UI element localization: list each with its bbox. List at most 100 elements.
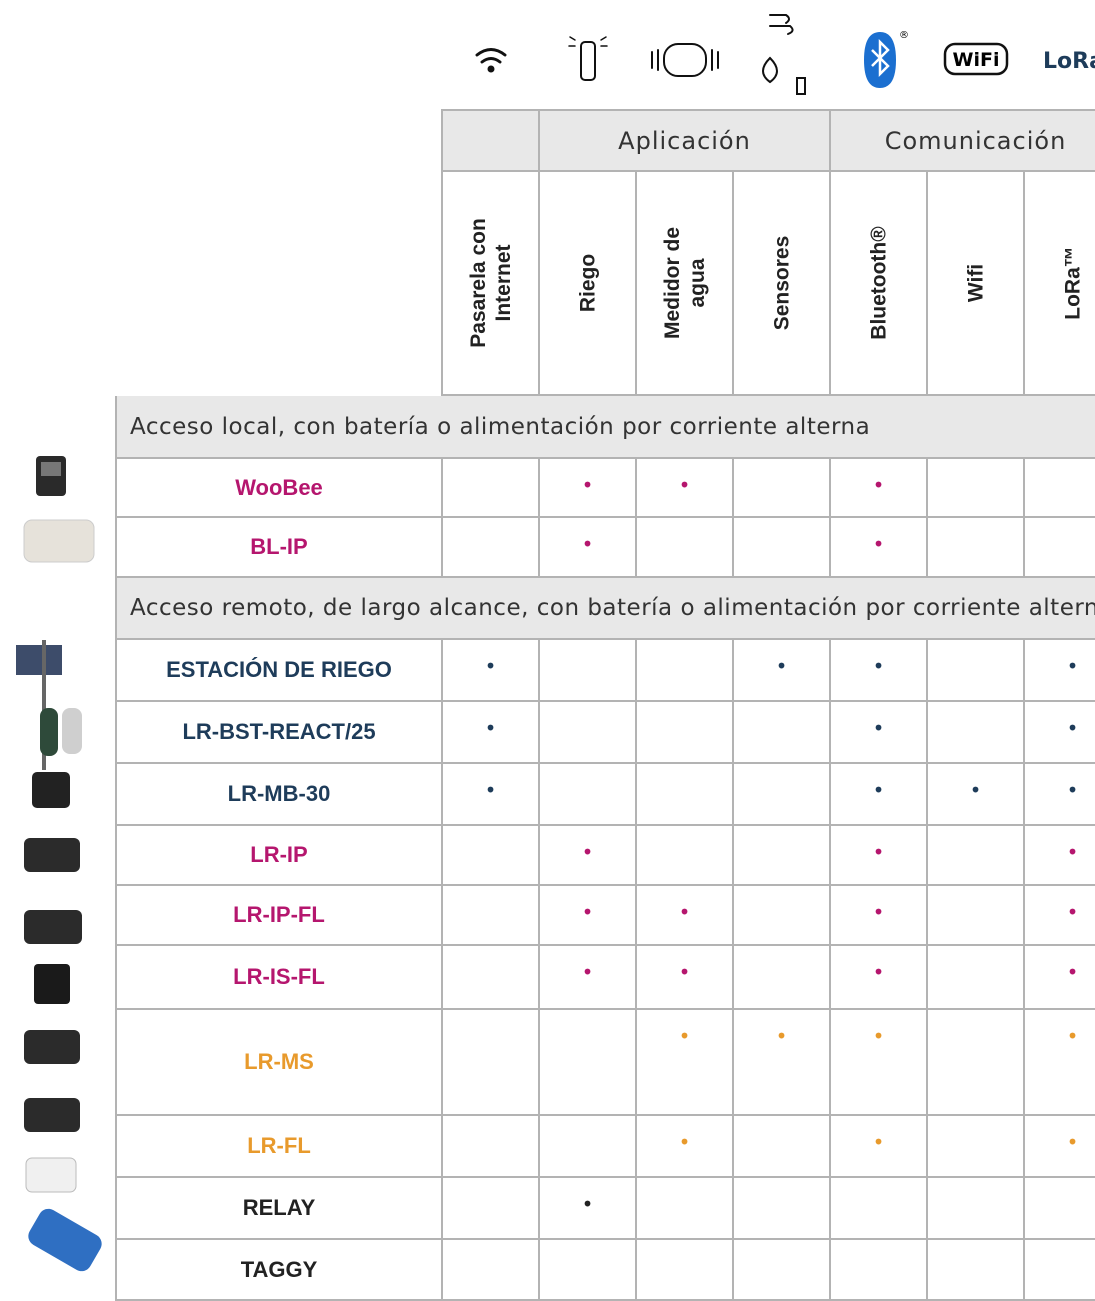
table-cell: • xyxy=(637,1010,734,1116)
column-header: Sensores xyxy=(734,172,831,396)
device-images xyxy=(16,456,102,1272)
table-cell xyxy=(734,518,831,578)
table-cell: • xyxy=(1025,826,1095,886)
table-border xyxy=(443,109,1095,111)
table-cell: • xyxy=(831,459,928,518)
table-cell: • xyxy=(1025,1010,1095,1116)
group-header: Comunicación xyxy=(831,111,1095,172)
dot: • xyxy=(581,840,594,864)
table-cell: • xyxy=(734,1010,831,1116)
table-cell xyxy=(540,1240,637,1301)
table-cell xyxy=(928,946,1025,1010)
dot: • xyxy=(872,900,885,924)
table-cell xyxy=(443,886,540,946)
table-cell xyxy=(734,459,831,518)
column-header-text: Wifi xyxy=(963,264,988,302)
row-label: TAGGY xyxy=(117,1240,443,1301)
dot: • xyxy=(678,1130,691,1154)
table-cell xyxy=(734,702,831,764)
table-cell: • xyxy=(831,640,928,702)
bluetooth-mark: ® xyxy=(899,30,909,41)
row-label: BL-IP xyxy=(117,518,443,578)
table-cell: • xyxy=(831,946,928,1010)
table-cell xyxy=(637,1240,734,1301)
table-cell xyxy=(637,518,734,578)
table-cell: • xyxy=(928,764,1025,826)
table-cell xyxy=(928,1010,1025,1116)
table-cell: • xyxy=(540,518,637,578)
column-header-text: LoRa™ xyxy=(1060,246,1085,320)
table-cell: • xyxy=(831,702,928,764)
table-cell: • xyxy=(637,1116,734,1178)
table-cell xyxy=(443,518,540,578)
dot: • xyxy=(775,654,788,678)
table-cell xyxy=(831,1240,928,1301)
dot: • xyxy=(1066,900,1079,924)
table-cell xyxy=(928,886,1025,946)
dot: • xyxy=(581,473,594,497)
table-cell: • xyxy=(1025,886,1095,946)
column-header-line: Pasarela con xyxy=(466,218,490,348)
column-header: Pasarela con Internet xyxy=(443,172,540,396)
group-header: Aplicación xyxy=(540,111,831,172)
table-cell: • xyxy=(831,764,928,826)
column-header-line: agua xyxy=(685,258,709,308)
table-cell xyxy=(540,1116,637,1178)
table-cell xyxy=(928,702,1025,764)
table-cell xyxy=(637,1178,734,1240)
table-cell xyxy=(928,459,1025,518)
column-header-line: Internet xyxy=(491,244,515,322)
dot: • xyxy=(581,900,594,924)
row-label: ESTACIÓN DE RIEGO xyxy=(117,640,443,702)
dot: • xyxy=(484,654,497,678)
dot: • xyxy=(484,778,497,802)
row-label: LR-IP xyxy=(117,826,443,886)
column-header: Riego xyxy=(540,172,637,396)
table-cell: • xyxy=(637,886,734,946)
dot: • xyxy=(775,1024,788,1048)
lora-logo: LoRa xyxy=(1043,49,1095,74)
table-cell xyxy=(637,764,734,826)
table-cell: • xyxy=(540,1178,637,1240)
column-header-text: Medidor de agua xyxy=(660,227,710,339)
header-cell xyxy=(443,111,540,172)
table-cell: • xyxy=(540,826,637,886)
table-cell: • xyxy=(1025,1116,1095,1178)
table-cell xyxy=(443,1240,540,1301)
table-cell xyxy=(443,946,540,1010)
row-label: LR-MS xyxy=(117,1010,443,1116)
row-label: LR-IS-FL xyxy=(117,946,443,1010)
column-header: Bluetooth® xyxy=(831,172,928,396)
dot: • xyxy=(872,473,885,497)
section-header: Acceso remoto, de largo alcance, con bat… xyxy=(117,578,1095,640)
table-cell: • xyxy=(1025,946,1095,1010)
table-cell xyxy=(443,826,540,886)
row-label: RELAY xyxy=(117,1178,443,1240)
section-header: Acceso local, con batería o alimentación… xyxy=(117,396,1095,459)
table-cell xyxy=(540,1010,637,1116)
table-cell: • xyxy=(831,518,928,578)
column-header-line: Medidor de xyxy=(660,226,684,340)
table-cell: • xyxy=(540,886,637,946)
dot: • xyxy=(484,716,497,740)
table-cell xyxy=(1025,518,1095,578)
icon-row: ® WiFi LoRa xyxy=(475,14,1095,95)
table-cell xyxy=(443,1010,540,1116)
column-header-line: Sensores xyxy=(770,235,793,331)
column-header-line: LoRa™ xyxy=(1061,246,1084,320)
table-cell xyxy=(443,1178,540,1240)
dot: • xyxy=(678,900,691,924)
column-header-line: Bluetooth® xyxy=(867,226,890,340)
table-cell: • xyxy=(1025,702,1095,764)
table-cell: • xyxy=(831,1010,928,1116)
dot: • xyxy=(872,778,885,802)
table-cell xyxy=(928,826,1025,886)
table-cell: • xyxy=(540,459,637,518)
table-cell: • xyxy=(734,640,831,702)
table-border xyxy=(441,109,443,398)
table-cell xyxy=(928,640,1025,702)
table-cell xyxy=(540,702,637,764)
row-label: LR-BST-REACT/25 xyxy=(117,702,443,764)
row-label: LR-MB-30 xyxy=(117,764,443,826)
